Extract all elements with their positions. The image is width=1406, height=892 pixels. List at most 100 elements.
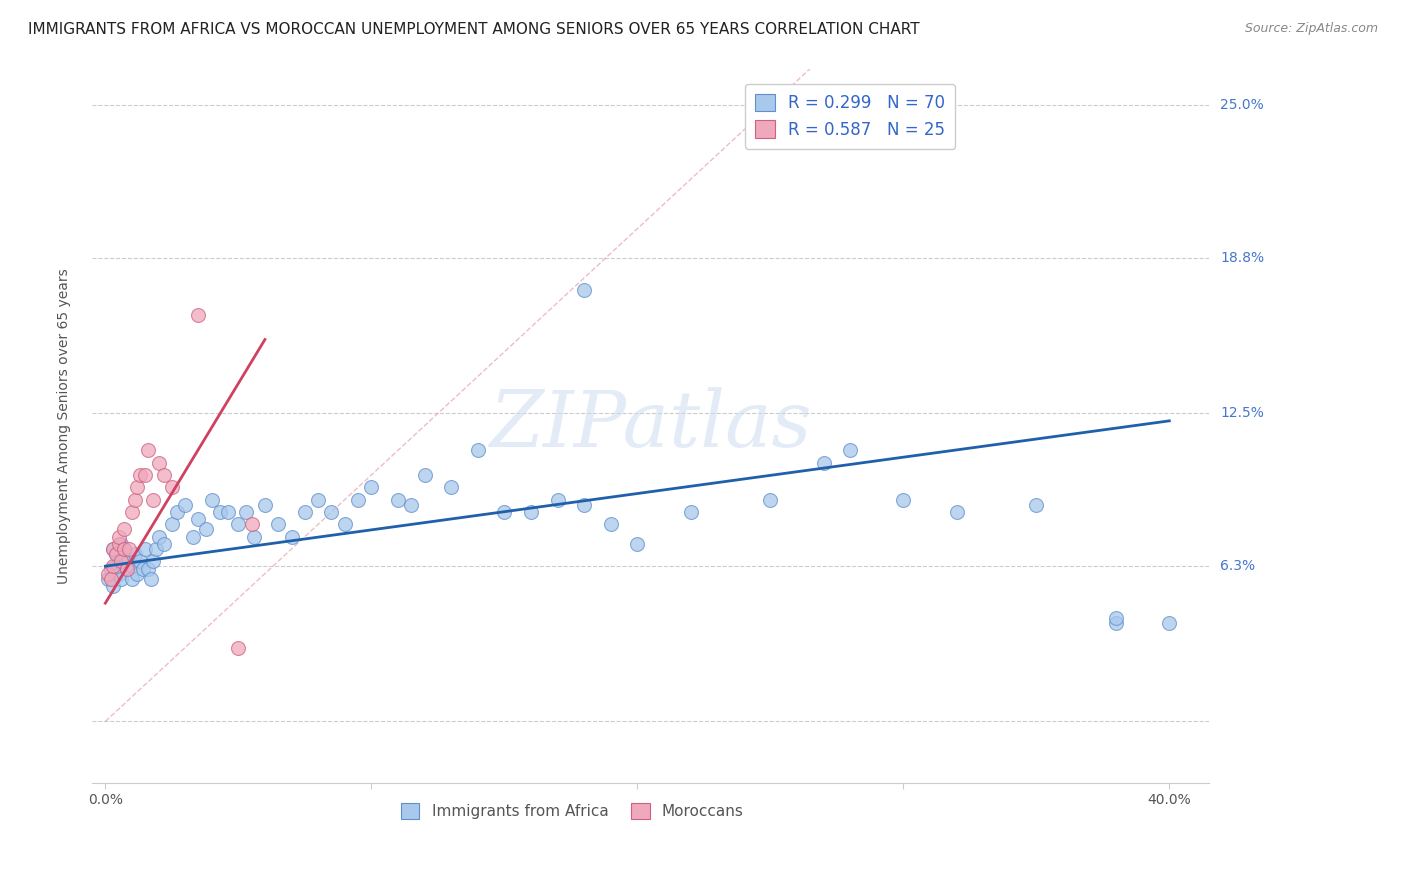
Point (174, 498, 197, 512)
Point (280, 530, 302, 544)
Point (321, 505, 343, 519)
Point (124, 547, 146, 561)
Point (294, 505, 316, 519)
Point (413, 468, 436, 483)
Point (103, 541, 125, 556)
Point (217, 505, 239, 519)
Point (226, 517, 249, 532)
Point (134, 468, 156, 483)
Point (153, 468, 176, 483)
Point (599, 517, 621, 532)
Point (103, 559, 125, 574)
Point (307, 492, 329, 507)
Point (226, 640, 249, 655)
Legend: Immigrants from Africa, Moroccans: Immigrants from Africa, Moroccans (395, 797, 749, 825)
Point (148, 530, 170, 544)
Point (626, 537, 648, 551)
Point (1105, 615, 1128, 630)
Point (107, 530, 129, 544)
Point (112, 522, 135, 536)
Point (891, 492, 914, 507)
Text: 25.0%: 25.0% (1220, 98, 1264, 112)
Point (112, 541, 135, 556)
Point (387, 492, 409, 507)
Point (253, 498, 276, 512)
Point (467, 443, 489, 458)
Point (1025, 498, 1047, 512)
Point (121, 559, 143, 574)
Point (136, 443, 159, 458)
Point (107, 554, 129, 568)
Point (235, 505, 257, 519)
Text: 12.5%: 12.5% (1220, 407, 1264, 420)
Point (267, 517, 290, 532)
Point (139, 572, 162, 586)
Point (103, 541, 125, 556)
Point (142, 554, 165, 568)
Point (1105, 611, 1128, 625)
Point (110, 572, 132, 586)
Point (208, 505, 231, 519)
Point (131, 562, 153, 576)
Point (243, 530, 266, 544)
Point (127, 566, 149, 581)
Point (181, 530, 204, 544)
Point (333, 517, 356, 532)
Point (110, 537, 132, 551)
Point (110, 554, 132, 568)
Point (118, 551, 141, 566)
Point (572, 498, 595, 512)
Point (104, 547, 127, 561)
Point (100, 572, 122, 586)
Point (187, 308, 209, 322)
Point (107, 566, 129, 581)
Text: 18.8%: 18.8% (1220, 252, 1264, 265)
Text: Source: ZipAtlas.com: Source: ZipAtlas.com (1244, 22, 1378, 36)
Point (520, 505, 543, 519)
Point (97, 572, 120, 586)
Point (142, 492, 165, 507)
Point (112, 554, 135, 568)
Point (115, 562, 138, 576)
Point (759, 492, 782, 507)
Text: ZIPatlas: ZIPatlas (489, 388, 811, 464)
Point (1159, 615, 1181, 630)
Point (679, 505, 702, 519)
Point (160, 517, 183, 532)
Point (166, 505, 188, 519)
Point (572, 283, 595, 297)
Point (104, 559, 127, 574)
Text: IMMIGRANTS FROM AFRICA VS MOROCCAN UNEMPLOYMENT AMONG SENIORS OVER 65 YEARS CORR: IMMIGRANTS FROM AFRICA VS MOROCCAN UNEMP… (28, 22, 920, 37)
Point (128, 468, 150, 483)
Point (240, 517, 263, 532)
Point (115, 562, 138, 576)
Point (121, 572, 143, 586)
Point (118, 541, 141, 556)
Point (97, 566, 120, 581)
Point (547, 492, 569, 507)
Point (112, 541, 135, 556)
Point (187, 512, 209, 526)
Point (128, 554, 150, 568)
Point (136, 562, 159, 576)
Point (121, 505, 143, 519)
Point (127, 480, 149, 494)
Point (103, 579, 125, 593)
Point (360, 480, 382, 494)
Point (494, 505, 516, 519)
Point (160, 480, 183, 494)
Point (813, 456, 835, 470)
Text: 6.3%: 6.3% (1220, 559, 1256, 574)
Point (100, 562, 122, 576)
Point (440, 480, 463, 494)
Y-axis label: Unemployment Among Seniors over 65 years: Unemployment Among Seniors over 65 years (58, 268, 72, 583)
Point (134, 541, 156, 556)
Point (124, 492, 146, 507)
Point (107, 537, 129, 551)
Point (148, 456, 170, 470)
Point (347, 492, 370, 507)
Point (945, 505, 967, 519)
Point (839, 443, 862, 458)
Point (153, 537, 176, 551)
Point (195, 522, 218, 536)
